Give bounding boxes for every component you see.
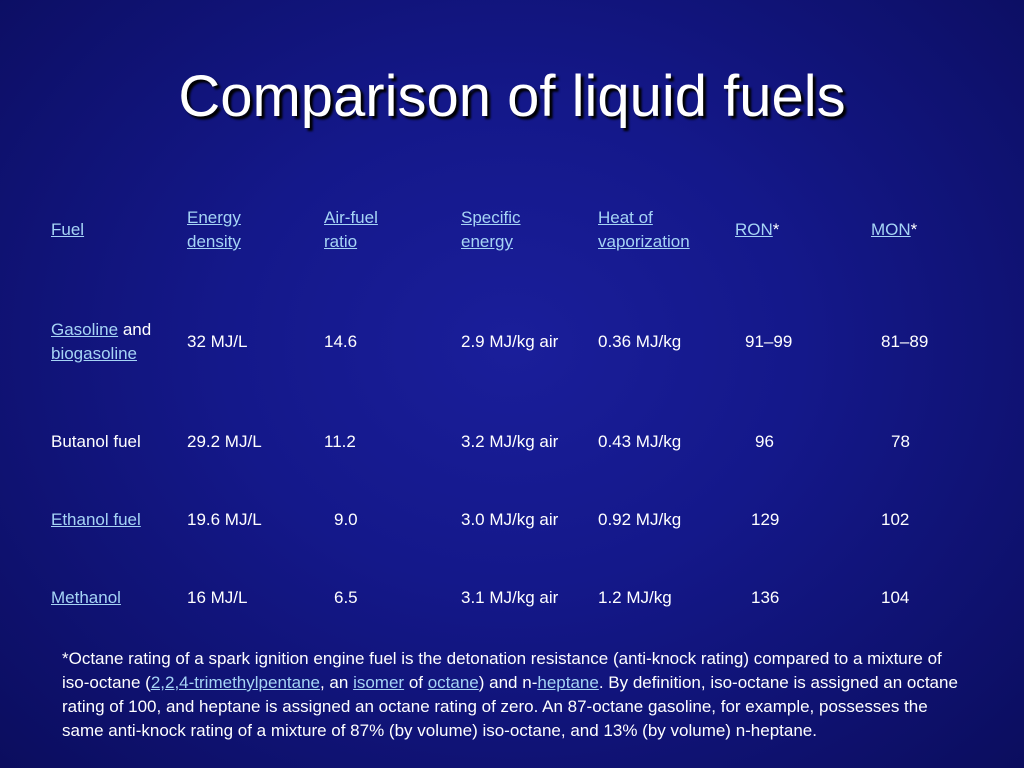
table-row-methanol: Methanol 16 MJ/L 6.5 3.1 MJ/kg air 1.2 M… bbox=[45, 578, 1001, 618]
header-heat-vap-line2: vaporization bbox=[598, 232, 690, 251]
cell-heat-of-vaporization: 1.2 MJ/kg bbox=[598, 588, 672, 607]
header-energy-density-line1: Energy bbox=[187, 208, 241, 227]
cell-energy-density: 29.2 MJ/L bbox=[187, 432, 262, 451]
footnote-text-5: . By definition, iso-octane is assigned … bbox=[62, 673, 958, 740]
isomer-link[interactable]: isomer bbox=[353, 673, 405, 692]
header-air-fuel-ratio-link[interactable]: Air-fuel ratio bbox=[324, 208, 378, 251]
cell-specific-energy: 2.9 MJ/kg air bbox=[461, 332, 559, 351]
cell-heat-of-vaporization: 0.92 MJ/kg bbox=[598, 510, 682, 529]
header-specific-energy-link[interactable]: Specific energy bbox=[461, 208, 521, 251]
header-ron: RON* bbox=[729, 198, 865, 262]
header-energy-density: Energy density bbox=[181, 198, 318, 262]
header-specific-energy: Specific energy bbox=[455, 198, 592, 262]
table-header-row: Fuel Energy density Air-fuel ratio Specifi… bbox=[45, 198, 1001, 262]
table-row-gasoline: Gasoline and biogasoline 32 MJ/L 14.6 2.… bbox=[45, 262, 1001, 422]
cell-air-fuel-ratio: 6.5 bbox=[334, 588, 358, 607]
cell-energy-density: 19.6 MJ/L bbox=[187, 510, 262, 529]
methanol-link[interactable]: Methanol bbox=[51, 588, 121, 607]
footnote-text-4: ) and n- bbox=[478, 673, 538, 692]
header-specific-energy-line2: energy bbox=[461, 232, 513, 251]
trimethylpentane-link[interactable]: 2,2,4-trimethylpentane bbox=[150, 673, 320, 692]
cell-ron: 96 bbox=[755, 432, 774, 451]
octane-link[interactable]: octane bbox=[427, 673, 479, 692]
header-fuel: Fuel bbox=[45, 198, 181, 262]
header-mon: MON* bbox=[865, 198, 1001, 262]
cell-air-fuel-ratio: 11.2 bbox=[324, 432, 356, 451]
footnote-text-1: *Octane rating of a spark ignition engin… bbox=[62, 649, 942, 692]
cell-energy-density: 16 MJ/L bbox=[187, 588, 248, 607]
header-specific-energy-line1: Specific bbox=[461, 208, 521, 227]
footnote-text-3: of bbox=[404, 673, 428, 692]
header-mon-asterisk: * bbox=[910, 220, 918, 239]
cell-fuel: Ethanol fuel bbox=[45, 462, 181, 578]
cell-heat-of-vaporization: 0.43 MJ/kg bbox=[598, 432, 682, 451]
biogasoline-link[interactable]: biogasoline bbox=[51, 344, 138, 363]
cell-specific-energy: 3.2 MJ/kg air bbox=[461, 432, 559, 451]
cell-energy-density: 32 MJ/L bbox=[187, 332, 248, 351]
table-row-butanol: Butanol fuel 29.2 MJ/L 11.2 3.2 MJ/kg ai… bbox=[45, 422, 1001, 462]
header-heat-of-vaporization: Heat of vaporization bbox=[592, 198, 729, 262]
cell-mon: 104 bbox=[881, 588, 910, 607]
header-fuel-link[interactable]: Fuel bbox=[51, 220, 85, 239]
cell-ron: 136 bbox=[751, 588, 780, 607]
cell-specific-energy: 3.1 MJ/kg air bbox=[461, 588, 559, 607]
header-ron-link[interactable]: RON bbox=[735, 220, 773, 239]
cell-air-fuel-ratio: 14.6 bbox=[324, 332, 358, 351]
ethanol-fuel-link[interactable]: Ethanol fuel bbox=[51, 510, 141, 529]
header-heat-of-vaporization-link[interactable]: Heat of vaporization bbox=[598, 208, 690, 251]
heptane-link[interactable]: heptane bbox=[537, 673, 599, 692]
header-air-fuel-line1: Air-fuel bbox=[324, 208, 378, 227]
cell-specific-energy: 3.0 MJ/kg air bbox=[461, 510, 559, 529]
cell-heat-of-vaporization: 0.36 MJ/kg bbox=[598, 332, 682, 351]
cell-mon: 78 bbox=[891, 432, 910, 451]
cell-mon: 102 bbox=[881, 510, 910, 529]
header-energy-density-line2: density bbox=[187, 232, 241, 251]
cell-fuel: Methanol bbox=[45, 578, 181, 618]
fuel-comparison-table: Fuel Energy density Air-fuel ratio Specifi… bbox=[45, 198, 1001, 618]
gasoline-link[interactable]: Gasoline bbox=[51, 320, 119, 339]
fuel-and-text: and bbox=[118, 320, 152, 339]
header-ron-asterisk: * bbox=[772, 220, 780, 239]
cell-air-fuel-ratio: 9.0 bbox=[334, 510, 358, 529]
footnote-text-2: , an bbox=[319, 673, 354, 692]
cell-ron: 129 bbox=[751, 510, 780, 529]
header-air-fuel-ratio: Air-fuel ratio bbox=[318, 198, 455, 262]
octane-footnote: *Octane rating of a spark ignition engin… bbox=[62, 647, 967, 743]
header-air-fuel-line2: ratio bbox=[324, 232, 358, 251]
header-mon-link[interactable]: MON bbox=[871, 220, 911, 239]
slide-title: Comparison of liquid fuels bbox=[178, 64, 846, 129]
cell-ron: 91–99 bbox=[745, 332, 793, 351]
cell-fuel: Gasoline and biogasoline bbox=[45, 262, 181, 422]
header-heat-vap-line1: Heat of bbox=[598, 208, 653, 227]
cell-mon: 81–89 bbox=[881, 332, 929, 351]
table-row-ethanol: Ethanol fuel 19.6 MJ/L 9.0 3.0 MJ/kg air… bbox=[45, 462, 1001, 578]
header-energy-density-link[interactable]: Energy density bbox=[187, 208, 241, 251]
cell-fuel: Butanol fuel bbox=[51, 432, 141, 451]
